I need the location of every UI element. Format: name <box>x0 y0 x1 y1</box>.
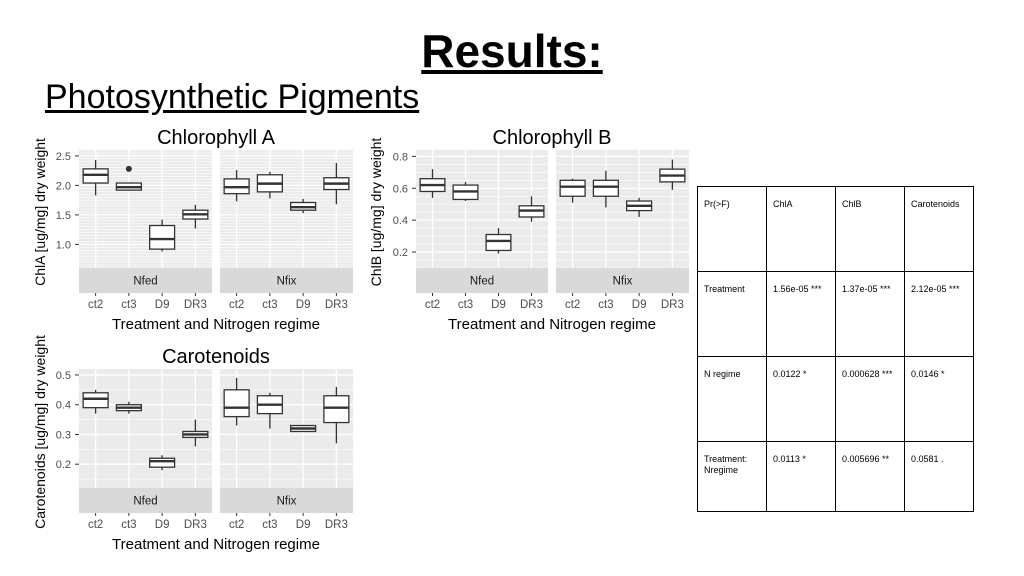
slide-subtitle: Photosynthetic Pigments <box>45 78 420 116</box>
anova-row: N regime 0.0122 * 0.000628 *** 0.0146 * <box>697 356 974 442</box>
anova-header-cell: Carotenoids <box>904 186 974 272</box>
x-tick-label: DR3 <box>325 299 348 311</box>
y-tick-label: 0.5 <box>56 370 71 382</box>
x-tick-label: ct3 <box>262 519 277 531</box>
outlier-point <box>125 165 132 172</box>
box <box>592 179 619 197</box>
box <box>82 392 109 409</box>
anova-cell: N regime <box>697 356 767 442</box>
anova-cell: Treatment: Nregime <box>697 441 767 512</box>
y-tick-label: 0.8 <box>393 151 408 163</box>
x-tick-label: D9 <box>632 299 647 311</box>
x-tick-label: ct2 <box>565 299 580 311</box>
box <box>485 233 512 252</box>
facet-strip <box>220 488 353 513</box>
x-tick-label: ct2 <box>88 519 103 531</box>
y-tick-label: 0.4 <box>56 400 71 412</box>
facet-strip <box>416 268 548 293</box>
x-tick-label: ct3 <box>458 299 473 311</box>
facet-label: Nfix <box>277 496 297 508</box>
anova-cell: 0.0581 . <box>904 441 974 512</box>
facet-label: Nfed <box>133 496 157 508</box>
chart-title: Chlorophyll A <box>157 127 276 149</box>
y-tick-label: 0.6 <box>393 183 408 195</box>
chart-title: Chlorophyll B <box>493 127 612 149</box>
x-axis-label: Treatment and Nitrogen regime <box>112 316 320 333</box>
anova-cell: 2.12e-05 *** <box>904 271 974 357</box>
y-axis-label: Carotenoids [ug/mg] dry weight <box>32 335 48 529</box>
x-tick-label: D9 <box>296 519 311 531</box>
x-tick-label: D9 <box>155 299 170 311</box>
x-tick-label: ct3 <box>121 519 136 531</box>
anova-row: Treatment 1.56e-05 *** 1.37e-05 *** 2.12… <box>697 271 974 357</box>
facet-label: Nfed <box>133 276 157 288</box>
box <box>149 224 176 250</box>
box <box>323 395 350 424</box>
facet-strip <box>79 488 212 513</box>
anova-header-cell: Pr(>F) <box>697 186 767 272</box>
x-tick-label: DR3 <box>325 519 348 531</box>
anova-header-cell: ChlB <box>835 186 905 272</box>
x-tick-label: D9 <box>155 519 170 531</box>
facet-label: Nfix <box>277 276 297 288</box>
x-axis-label: Treatment and Nitrogen regime <box>112 536 320 553</box>
y-tick-label: 0.2 <box>56 459 71 471</box>
anova-cell: 0.0122 * <box>766 356 836 442</box>
anova-cell: 1.56e-05 *** <box>766 271 836 357</box>
slide-title: Results: <box>421 25 603 77</box>
facet-label: Nfix <box>613 276 633 288</box>
x-tick-label: ct2 <box>425 299 440 311</box>
anova-header-cell: ChlA <box>766 186 836 272</box>
panel-background <box>556 150 689 268</box>
y-tick-label: 0.4 <box>393 215 408 227</box>
y-axis-label: ChlB [ug/mg] dry weight <box>368 138 384 287</box>
x-tick-label: DR3 <box>661 299 684 311</box>
panel-background <box>220 369 353 488</box>
x-tick-label: ct3 <box>262 299 277 311</box>
facet-strip <box>220 268 353 293</box>
anova-cell: 0.005696 ** <box>835 441 905 512</box>
box <box>223 389 250 418</box>
box <box>559 179 586 197</box>
y-tick-label: 2.0 <box>56 180 71 192</box>
anova-cell: 1.37e-05 *** <box>835 271 905 357</box>
y-axis-label: ChlA [ug/mg] dry weight <box>32 138 48 286</box>
x-tick-label: ct2 <box>229 299 244 311</box>
facet-strip <box>556 268 689 293</box>
anova-row: Treatment: Nregime 0.0113 * 0.005696 ** … <box>697 441 974 512</box>
x-tick-label: ct2 <box>88 299 103 311</box>
anova-cell: Treatment <box>697 271 767 357</box>
x-tick-label: D9 <box>296 299 311 311</box>
x-tick-label: D9 <box>491 299 506 311</box>
y-tick-label: 2.5 <box>56 151 71 163</box>
anova-cell: 0.000628 *** <box>835 356 905 442</box>
anova-table: Pr(>F) ChlA ChlB Carotenoids Treatment 1… <box>697 186 974 512</box>
x-axis-label: Treatment and Nitrogen regime <box>448 316 656 333</box>
y-tick-label: 0.3 <box>56 429 71 441</box>
anova-header-row: Pr(>F) ChlA ChlB Carotenoids <box>697 186 974 272</box>
anova-cell: 0.0113 * <box>766 441 836 512</box>
y-tick-label: 1.5 <box>56 210 71 222</box>
anova-cell: 0.0146 * <box>904 356 974 442</box>
x-tick-label: ct3 <box>598 299 613 311</box>
x-tick-label: DR3 <box>184 299 207 311</box>
x-tick-label: ct2 <box>229 519 244 531</box>
y-tick-label: 1.0 <box>56 239 71 251</box>
chart-title: Carotenoids <box>162 346 270 368</box>
x-tick-label: DR3 <box>184 519 207 531</box>
panel-background <box>79 369 212 488</box>
facet-label: Nfed <box>470 276 494 288</box>
y-tick-label: 0.2 <box>393 247 408 259</box>
x-tick-label: ct3 <box>121 299 136 311</box>
facet-strip <box>79 268 212 293</box>
box <box>149 457 176 468</box>
x-tick-label: DR3 <box>520 299 543 311</box>
